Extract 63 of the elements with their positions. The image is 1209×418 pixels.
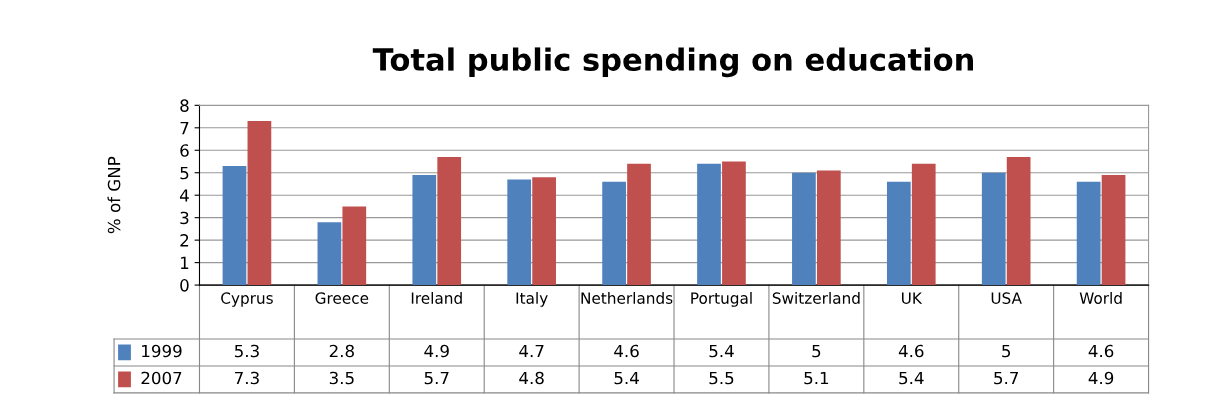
bar [412, 174, 437, 286]
x-tick-label: Ireland [411, 292, 462, 304]
y-tick-label: 6 [180, 144, 189, 157]
y-tick-label: 1 [180, 256, 189, 269]
y-tick-label: 4 [179, 189, 189, 202]
bar [222, 166, 247, 286]
bar [792, 172, 816, 286]
data-label: 7.3 [235, 371, 259, 385]
bar [342, 206, 367, 286]
x-tick-label: Switzerland [772, 292, 860, 304]
data-label: 5.4 [614, 371, 639, 385]
bar [911, 163, 936, 286]
bar [697, 163, 721, 286]
y-tick-label: 2 [180, 234, 189, 247]
bar [317, 222, 342, 286]
data-label: 5.4 [709, 344, 734, 358]
bar [507, 179, 532, 286]
y-tick-label: 0 [180, 279, 189, 292]
data-label: 5.3 [234, 344, 259, 358]
y-axis-title: % of GNP [107, 156, 121, 234]
x-tick-label: UK [902, 292, 923, 304]
chart-title: Total public spending on education [372, 47, 974, 78]
data-label: 5 [812, 344, 821, 358]
x-tick-label: USA [991, 292, 1022, 304]
x-tick-label: World [1079, 292, 1122, 304]
data-label: 4.6 [898, 344, 924, 358]
data-label: 5.7 [994, 371, 1019, 385]
data-label: 4.7 [519, 344, 544, 358]
data-label: 4.9 [424, 344, 449, 358]
bar [886, 181, 911, 286]
y-tick-label: 7 [180, 121, 189, 135]
y-tick-label: 5 [180, 166, 189, 180]
data-label: 4.9 [1088, 371, 1114, 385]
bar [1076, 181, 1101, 286]
y-tick-label: 8 [180, 99, 189, 112]
data-label: 4.6 [1088, 344, 1114, 358]
data-label: 4.6 [614, 344, 639, 358]
bar [1006, 157, 1031, 286]
x-tick-label: Greece [315, 292, 369, 304]
data-label: 3.5 [329, 371, 354, 385]
bar [247, 121, 272, 286]
legend-label: 2007 [141, 371, 182, 385]
data-label: 5.4 [899, 371, 924, 385]
x-tick-label: Portugal [691, 292, 752, 307]
data-label: 5.1 [804, 371, 829, 385]
data-label: 2.8 [329, 344, 354, 358]
bar [1101, 174, 1126, 286]
bar [532, 177, 556, 286]
bar [981, 172, 1006, 286]
x-tick-label: Italy [516, 292, 548, 307]
data-label: 5.7 [424, 371, 449, 385]
x-tick-label: Cyprus [221, 292, 273, 307]
y-tick-label: 3 [180, 211, 189, 225]
bar [627, 163, 651, 286]
data-label: 5.5 [709, 371, 734, 385]
data-label: 5 [1002, 344, 1011, 358]
bar [602, 181, 626, 286]
data-label: 4.8 [519, 371, 544, 385]
x-tick-label: Netherlands [581, 292, 673, 304]
legend-label: 1999 [142, 344, 182, 358]
bar [816, 170, 841, 286]
bar [722, 161, 746, 286]
bar [437, 157, 462, 286]
